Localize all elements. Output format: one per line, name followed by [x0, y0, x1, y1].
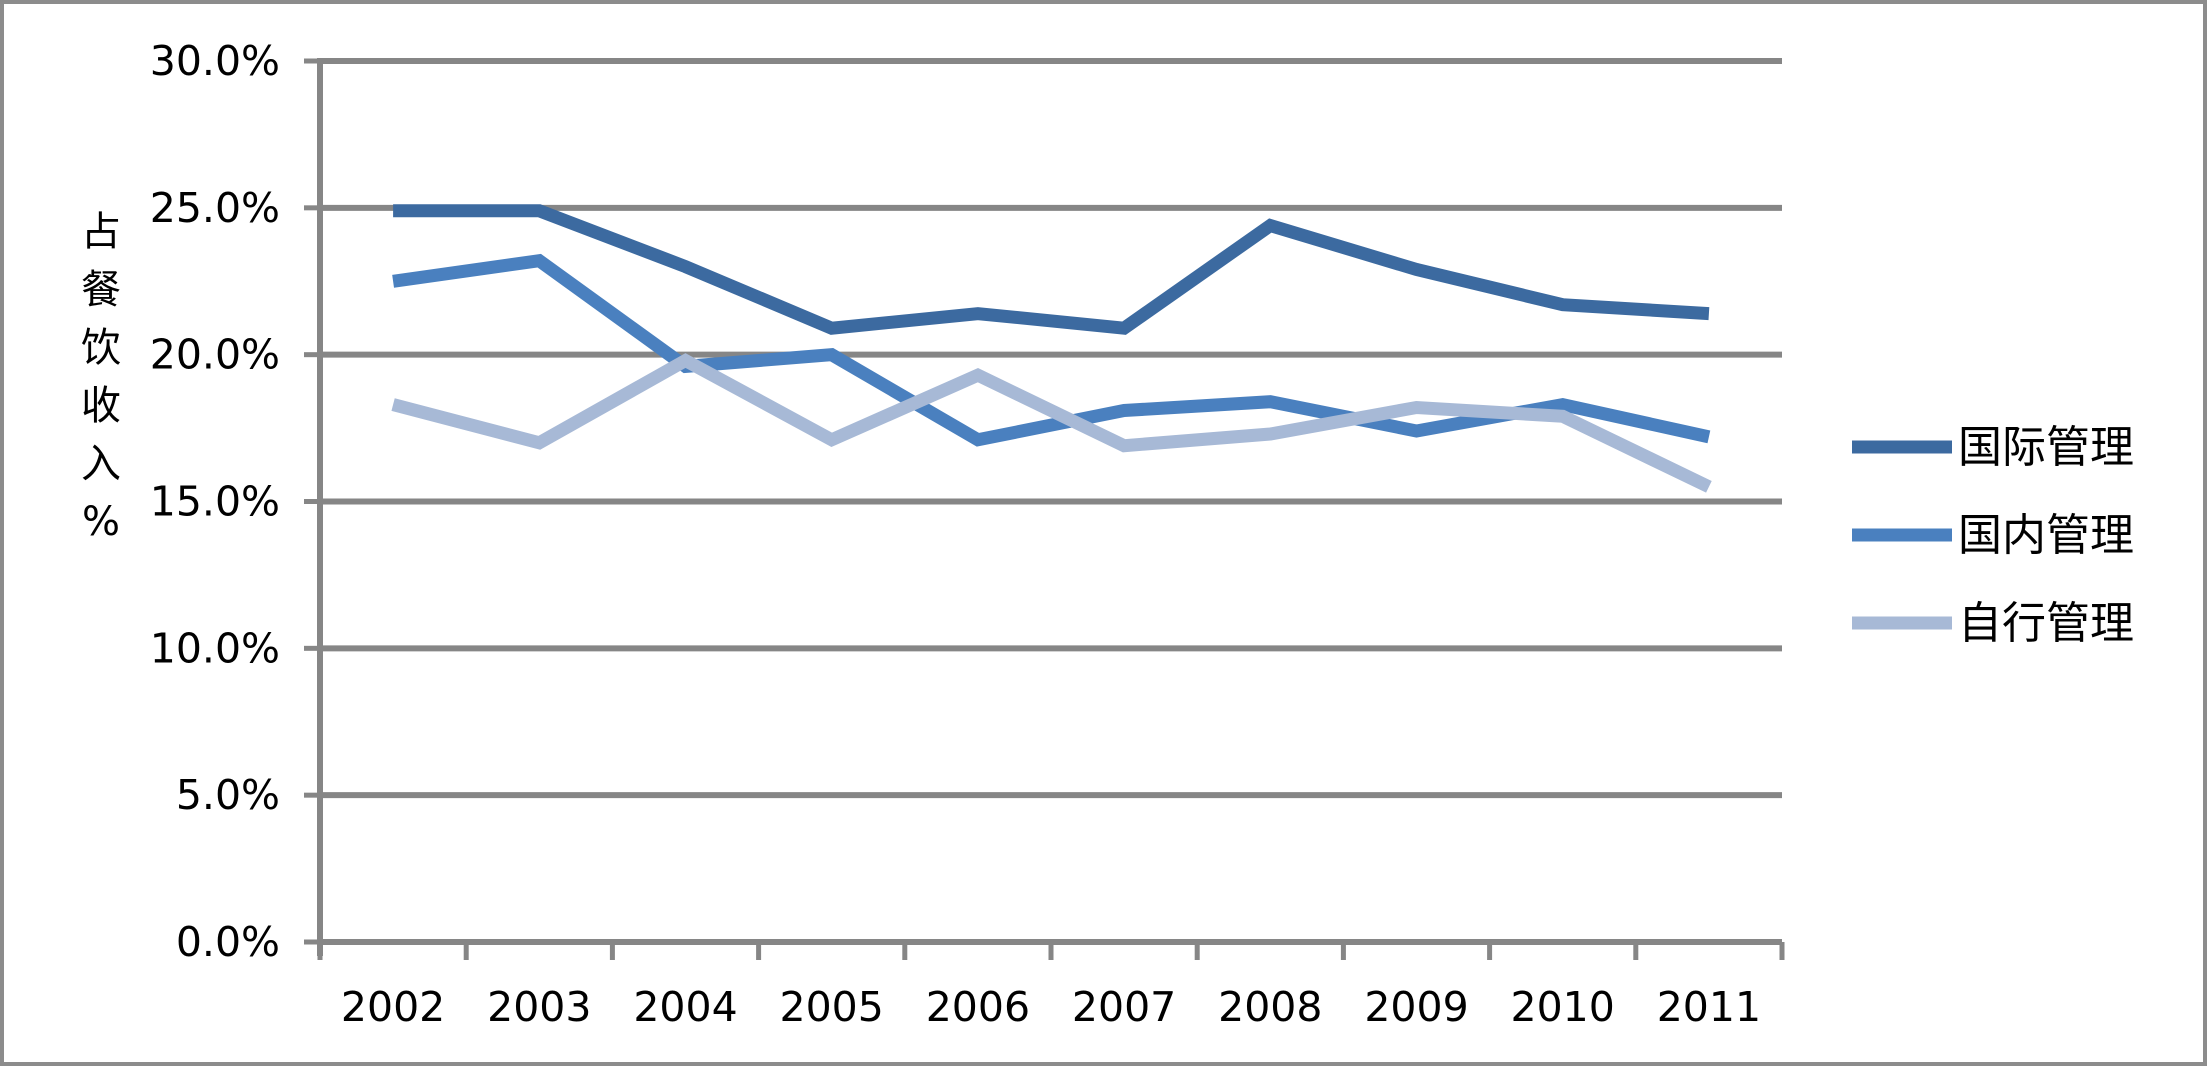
y-tick-label-0: 0.0% [176, 918, 280, 966]
y-tick-label-4: 20.0% [150, 331, 280, 379]
y-tick-label-2: 10.0% [150, 624, 280, 672]
series-line-0 [393, 204, 1710, 335]
x-tick-label-2003: 2003 [487, 983, 591, 1031]
series-line-2 [391, 353, 1712, 493]
x-tick-label-2010: 2010 [1511, 983, 1615, 1031]
x-tick-label-2004: 2004 [633, 983, 737, 1031]
x-tick-label-2002: 2002 [341, 983, 445, 1031]
x-tick-label-2011: 2011 [1657, 983, 1761, 1031]
x-tick-label-2007: 2007 [1072, 983, 1176, 1031]
x-axis-tick-labels: 2002 2003 2004 2005 2006 2007 2008 2009 2010 2011 [341, 983, 1761, 1031]
x-tick-label-2009: 2009 [1364, 983, 1468, 1031]
y-tick-label-5: 25.0% [150, 184, 280, 232]
line-chart: 0.0%5.0%10.0%15.0%20.0%25.0%30.0% 2002 20… [81, 37, 2134, 1031]
legend-label-1: 国内管理 [1958, 510, 2134, 561]
x-tick-label-2008: 2008 [1218, 983, 1322, 1031]
gridlines [320, 58, 1782, 799]
y-axis-label: 占餐饮收入% [81, 209, 121, 545]
y-tick-label-1: 5.0% [176, 771, 280, 819]
x-tick-label-2005: 2005 [780, 983, 884, 1031]
series-lines [391, 204, 1712, 493]
y-axis-tick-labels: 0.0% 5.0% 10.0% 15.0% 20.0% 25.0% 30.0% [150, 37, 280, 966]
y-tick-label-6: 30.0% [150, 37, 280, 85]
x-tick-label-2006: 2006 [926, 983, 1030, 1031]
y-axis-title: 占餐饮收入% [81, 209, 121, 545]
y-tick-label-3: 15.0% [150, 478, 280, 526]
legend-label-0: 国际管理 [1958, 422, 2134, 473]
legend-label-2: 自行管理 [1958, 598, 2134, 649]
axes [304, 58, 1785, 960]
